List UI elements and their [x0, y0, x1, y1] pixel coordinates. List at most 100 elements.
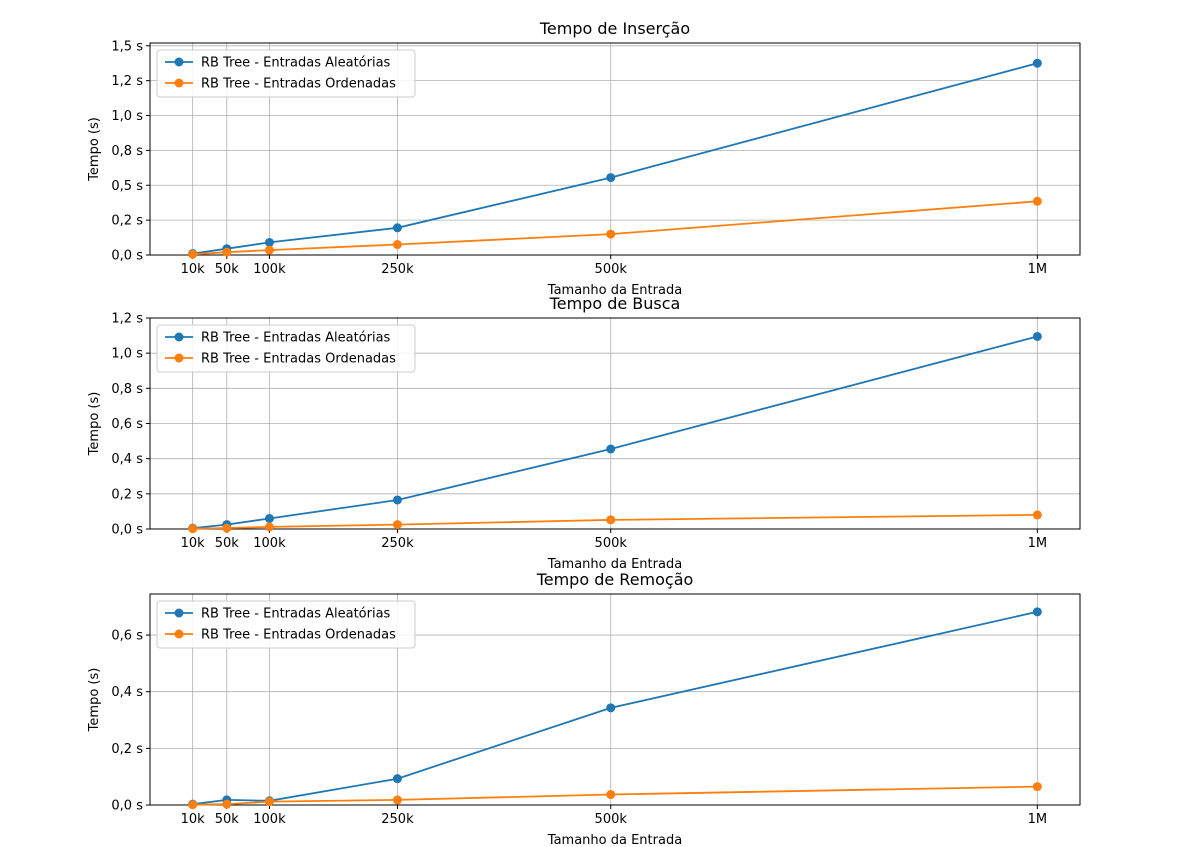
ticks: 10k 50k 100k 250k 500k 1M 0,0 s 0,2 s 0,5 s 0,8 s… [111, 39, 1047, 277]
y-tick-label: 0,8 s [111, 144, 143, 159]
x-axis-label: Tamanho da Entrada [547, 557, 682, 572]
data-point [222, 799, 232, 809]
y-tick-label: 0,0 s [111, 523, 143, 538]
series-line [192, 610, 1038, 806]
legend-box [156, 600, 416, 649]
y-tick-label: 0,2 s [111, 742, 143, 757]
legend-swatch-marker [174, 608, 184, 618]
data-point [264, 797, 274, 807]
y-tick-label: 0,2 s [111, 487, 143, 502]
data-point [188, 249, 198, 259]
legend-label: RB Tree - Entradas Ordenadas [201, 352, 396, 367]
y-tick-label: 0,6 s [111, 417, 143, 432]
data-point [392, 795, 402, 805]
data-point [392, 774, 402, 784]
legend-box [156, 49, 416, 98]
data-point [606, 229, 616, 239]
chart-title: Tempo de Busca [549, 294, 681, 313]
x-tick-label: 50k [215, 812, 240, 827]
x-tick-label: 250k [381, 536, 414, 551]
legend-swatch-marker [174, 57, 184, 67]
data-point [392, 240, 402, 250]
data-point [1032, 196, 1042, 206]
legend: RB Tree - Entradas Aleatórias RB Tree - E… [156, 324, 416, 373]
y-tick-label: 0,6 s [111, 629, 143, 644]
chart-search-time: 10k 50k 100k 250k 500k 1M 0,0 s 0,2 s 0,4 s 0,6 s… [87, 294, 1081, 572]
legend-label: RB Tree - Entradas Ordenadas [201, 77, 396, 92]
data-point [606, 790, 616, 800]
y-tick-label: 1,0 s [111, 347, 143, 362]
data-point [606, 515, 616, 525]
ticks: 10k 50k 100k 250k 500k 1M 0,0 s 0,2 s 0,4 s 0,6 s… [111, 312, 1047, 552]
x-tick-label: 250k [381, 812, 414, 827]
data-point [222, 523, 232, 533]
series-line [192, 200, 1038, 256]
y-tick-label: 0,2 s [111, 214, 143, 229]
legend-box [156, 324, 416, 373]
x-tick-label: 100k [253, 812, 286, 827]
chart-insertion-time: 10k 50k 100k 250k 500k 1M 0,0 s 0,2 s 0,5 s 0,8 s… [87, 19, 1081, 298]
x-tick-label: 250k [381, 262, 414, 277]
y-tick-label: 0,8 s [111, 382, 143, 397]
plot-frame [149, 42, 1081, 256]
legend: RB Tree - Entradas Aleatórias RB Tree - E… [156, 49, 416, 98]
series-line [192, 785, 1038, 806]
data-point [1032, 510, 1042, 520]
x-tick-label: 50k [215, 262, 240, 277]
data-point [1032, 58, 1042, 68]
ticks: 10k 50k 100k 250k 500k 1M 0,0 s 0,2 s 0,4 s 0,6 s [111, 629, 1047, 827]
x-axis-label: Tamanho da Entrada [547, 833, 682, 847]
data-point [606, 703, 616, 713]
y-axis-label: Tempo (s) [87, 668, 102, 733]
y-axis-label: Tempo (s) [87, 392, 102, 457]
data-point [1032, 607, 1042, 617]
data-point [392, 223, 402, 233]
y-tick-label: 1,0 s [111, 109, 143, 124]
data-point [222, 247, 232, 257]
data-point [188, 800, 198, 810]
y-tick-label: 0,5 s [111, 179, 143, 194]
x-axis-label: Tamanho da Entrada [547, 283, 682, 298]
x-tick-label: 1M [1028, 536, 1048, 551]
chart-title: Tempo de Inserção [539, 19, 690, 38]
legend-label: RB Tree - Entradas Ordenadas [201, 628, 396, 643]
y-tick-label: 0,4 s [111, 452, 143, 467]
data-point [264, 245, 274, 255]
y-tick-label: 1,2 s [111, 74, 143, 89]
data-point [1032, 331, 1042, 341]
y-tick-label: 1,2 s [111, 312, 143, 327]
x-tick-label: 500k [595, 262, 628, 277]
x-tick-label: 100k [253, 536, 286, 551]
x-tick-label: 10k [181, 262, 206, 277]
y-tick-label: 0,0 s [111, 249, 143, 264]
series-line [192, 335, 1038, 529]
series-line [192, 62, 1038, 255]
plot-frame [149, 593, 1081, 806]
data-point [392, 520, 402, 530]
legend-label: RB Tree - Entradas Aleatórias [201, 331, 391, 346]
y-tick-label: 1,5 s [111, 39, 143, 54]
x-tick-label: 1M [1028, 812, 1048, 827]
chart-title: Tempo de Remoção [536, 570, 694, 589]
y-axis-label: Tempo (s) [87, 117, 102, 182]
legend-swatch-marker [174, 78, 184, 88]
legend: RB Tree - Entradas Aleatórias RB Tree - E… [156, 600, 416, 649]
data-point [606, 173, 616, 183]
data-point [264, 237, 274, 247]
chart-removal-time: 10k 50k 100k 250k 500k 1M 0,0 s 0,2 s 0,4 s 0,6 s… [87, 570, 1081, 847]
data-point [392, 495, 402, 505]
data-point [188, 524, 198, 534]
legend-swatch-marker [174, 332, 184, 342]
legend-swatch-marker [174, 353, 184, 363]
legend-label: RB Tree - Entradas Aleatórias [201, 56, 391, 71]
x-tick-label: 100k [253, 262, 286, 277]
x-tick-label: 10k [181, 536, 206, 551]
series-line [192, 514, 1038, 530]
legend-label: RB Tree - Entradas Aleatórias [201, 607, 391, 622]
x-tick-label: 500k [595, 812, 628, 827]
data-point [264, 513, 274, 523]
x-tick-label: 1M [1028, 262, 1048, 277]
x-tick-label: 50k [215, 536, 240, 551]
data-point [264, 522, 274, 532]
